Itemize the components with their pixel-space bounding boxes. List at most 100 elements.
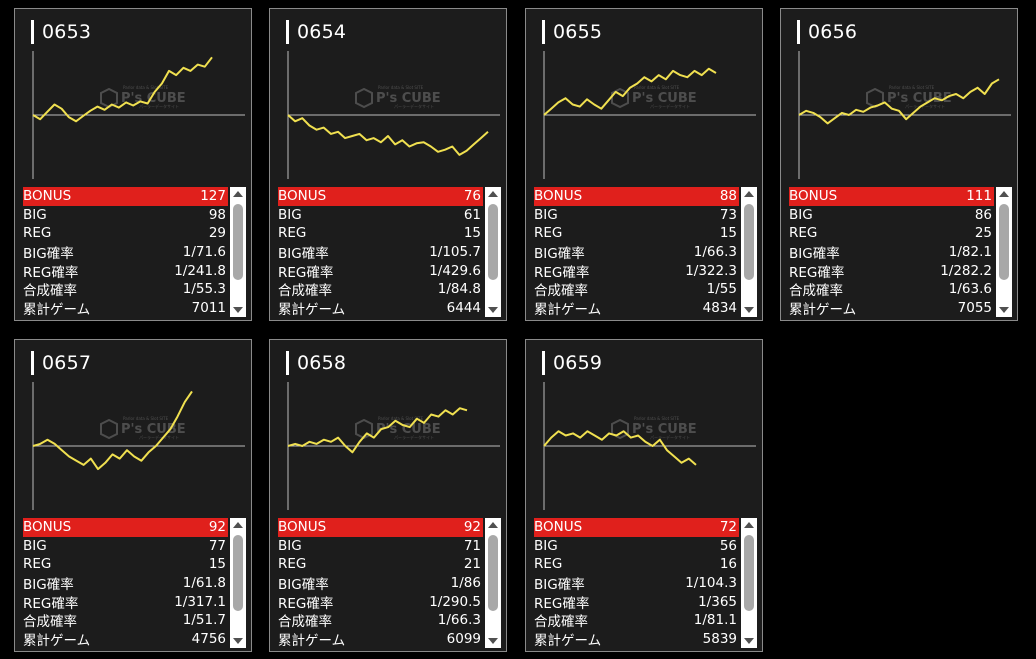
scroll-thumb[interactable]: [744, 535, 754, 611]
stat-value: 1/365: [698, 593, 737, 610]
scroll-up-arrow-icon[interactable]: [744, 522, 754, 528]
stat-label: REG: [534, 556, 563, 573]
scroll-up-arrow-icon[interactable]: [233, 191, 243, 197]
watermark-bottom-text: パーラーデータサイト: [139, 434, 179, 440]
stat-row: 合成確率 1/51.7: [23, 611, 228, 630]
watermark-brand: P's CUBE: [632, 91, 697, 106]
scroll-down-arrow-icon[interactable]: [233, 638, 243, 644]
scroll-down-arrow-icon[interactable]: [233, 307, 243, 313]
stat-value: 1/51.7: [182, 612, 226, 629]
stats-scrollbar[interactable]: [485, 518, 501, 648]
stats-scrollbar[interactable]: [230, 518, 246, 648]
scroll-thumb[interactable]: [233, 535, 243, 611]
stat-row: BIG 86: [789, 206, 994, 225]
payout-graph: Parlor data & Slot SITE P's CUBE パーラーデータサイ…: [540, 376, 760, 516]
stat-label: BONUS: [278, 188, 327, 205]
machine-number: 0659: [553, 352, 603, 374]
stat-value: 4834: [702, 299, 737, 316]
stat-label: BONUS: [534, 188, 583, 205]
stat-value: 6444: [446, 299, 481, 316]
watermark-bottom-text: パーラーデータサイト: [139, 103, 179, 109]
machine-number: 0658: [297, 352, 347, 374]
payout-graph: Parlor data & Slot SITE P's CUBE パーラーデータサイ…: [29, 45, 249, 185]
header-accent-bar: [542, 20, 545, 44]
scroll-down-arrow-icon[interactable]: [488, 307, 498, 313]
stat-row: REG確率 1/365: [534, 592, 739, 612]
machine-card[interactable]: 0653 Parlor data & Slot SITE P's CUBE パーラーデ…: [14, 8, 252, 321]
stat-label: 合成確率: [534, 614, 588, 631]
payout-graph: Parlor data & Slot SITE P's CUBE パーラーデータサイ…: [795, 45, 1015, 185]
stat-label: 累計ゲーム: [789, 301, 857, 318]
watermark-bottom-text: パーラーデータサイト: [650, 103, 690, 109]
stat-row: 累計ゲーム 5839: [534, 630, 739, 649]
stat-label: 合成確率: [23, 614, 77, 631]
stats-scrollbar[interactable]: [230, 187, 246, 317]
stats-scrollbar[interactable]: [741, 518, 757, 648]
stat-value: 1/429.6: [429, 262, 481, 279]
scroll-up-arrow-icon[interactable]: [488, 522, 498, 528]
payout-line: [32, 56, 213, 123]
scroll-down-arrow-icon[interactable]: [488, 638, 498, 644]
scroll-up-arrow-icon[interactable]: [233, 522, 243, 528]
stat-label: BIG: [789, 206, 813, 223]
stat-row-bonus: BONUS 127: [23, 187, 228, 206]
stat-row: REG 29: [23, 224, 228, 243]
scroll-thumb[interactable]: [488, 204, 498, 280]
header-accent-bar: [542, 351, 545, 375]
payout-line: [287, 114, 489, 156]
machine-card[interactable]: 0657 Parlor data & Slot SITE P's CUBE パーラーデ…: [14, 339, 252, 652]
machine-card[interactable]: 0655 Parlor data & Slot SITE P's CUBE パーラーデ…: [525, 8, 763, 321]
machine-card[interactable]: 0658 Parlor data & Slot SITE P's CUBE パーラーデ…: [269, 339, 507, 652]
stats-list: BONUS 72 BIG 56 REG 16 BIG確率 1/104.3 REG確率 1/365 合…: [534, 518, 739, 649]
scroll-down-arrow-icon[interactable]: [744, 307, 754, 313]
stats-scrollbar[interactable]: [996, 187, 1012, 317]
stat-row: 累計ゲーム 7011: [23, 299, 228, 318]
stat-value: 1/63.6: [948, 281, 992, 298]
stat-value: 15: [719, 225, 737, 242]
stats-scrollbar[interactable]: [741, 187, 757, 317]
scroll-thumb[interactable]: [744, 204, 754, 280]
stats-scrollbar[interactable]: [485, 187, 501, 317]
watermark-bottom-text: パーラーデータサイト: [394, 434, 434, 440]
card-header: 0658: [286, 350, 346, 376]
watermark-top-text: Parlor data & Slot SITE: [123, 416, 169, 421]
stat-row: BIG確率 1/82.1: [789, 243, 994, 262]
cube-icon: [355, 87, 373, 109]
header-accent-bar: [286, 20, 289, 44]
stat-label: BIG確率: [534, 577, 585, 594]
stat-value: 1/82.1: [948, 244, 992, 261]
scroll-thumb[interactable]: [999, 204, 1009, 280]
stat-row: 合成確率 1/63.6: [789, 280, 994, 299]
header-accent-bar: [31, 351, 34, 375]
stat-value: 7055: [957, 299, 992, 316]
stat-label: REG: [534, 225, 563, 242]
stat-label: 合成確率: [534, 283, 588, 300]
machine-card[interactable]: 0659 Parlor data & Slot SITE P's CUBE パーラーデ…: [525, 339, 763, 652]
payout-graph: Parlor data & Slot SITE P's CUBE パーラーデータサイ…: [284, 376, 504, 516]
card-header: 0659: [542, 350, 602, 376]
stat-row: REG確率 1/282.2: [789, 261, 994, 281]
stat-value: 72: [719, 519, 737, 536]
scroll-down-arrow-icon[interactable]: [744, 638, 754, 644]
scroll-up-arrow-icon[interactable]: [999, 191, 1009, 197]
machine-card[interactable]: 0654 Parlor data & Slot SITE P's CUBE パーラーデ…: [269, 8, 507, 321]
stat-label: 累計ゲーム: [534, 301, 602, 318]
stat-value: 29: [208, 225, 226, 242]
scroll-up-arrow-icon[interactable]: [488, 191, 498, 197]
scroll-down-arrow-icon[interactable]: [999, 307, 1009, 313]
stat-value: 1/71.6: [182, 244, 226, 261]
stat-label: BIG: [278, 206, 302, 223]
payout-line: [543, 67, 717, 116]
stat-value: 73: [719, 206, 737, 223]
scroll-thumb[interactable]: [488, 535, 498, 611]
scroll-thumb[interactable]: [233, 204, 243, 280]
stat-row: BIG 77: [23, 537, 228, 556]
card-header: 0653: [31, 19, 91, 45]
stat-label: 累計ゲーム: [278, 632, 346, 649]
machine-card[interactable]: 0656 Parlor data & Slot SITE P's CUBE パーラーデ…: [780, 8, 1018, 321]
scroll-up-arrow-icon[interactable]: [744, 191, 754, 197]
